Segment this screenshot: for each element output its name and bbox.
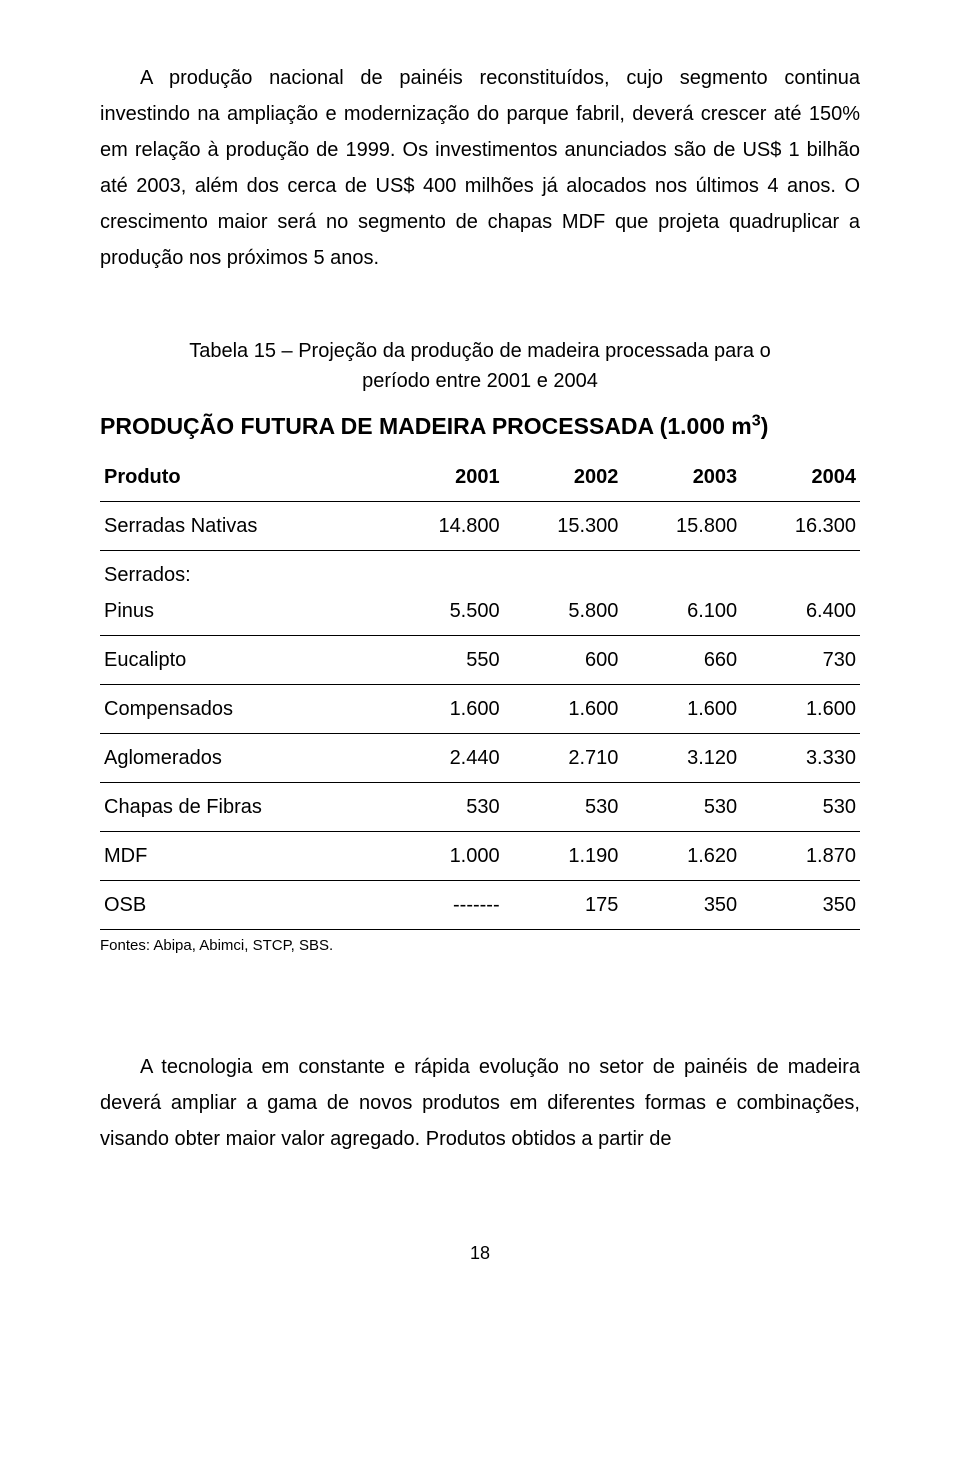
caption-line-2: período entre 2001 e 2004 bbox=[362, 370, 598, 392]
table-cell-label: Serradas Nativas bbox=[100, 502, 385, 551]
table-cell-label: Serrados: bbox=[100, 551, 385, 594]
table-cell: 14.800 bbox=[385, 502, 504, 551]
table-row: Aglomerados2.4402.7103.1203.330 bbox=[100, 734, 860, 783]
table-cell-label: Pinus bbox=[100, 593, 385, 636]
table-cell: 350 bbox=[622, 881, 741, 930]
table-cell-label: Eucalipto bbox=[100, 636, 385, 685]
table-cell-label: Compensados bbox=[100, 685, 385, 734]
table-caption: Tabela 15 – Projeção da produção de made… bbox=[100, 336, 860, 396]
paragraph-1: A produção nacional de painéis reconstit… bbox=[100, 60, 860, 276]
table-cell bbox=[504, 551, 623, 594]
table-cell: 530 bbox=[741, 783, 860, 832]
table-title-unit: (1.000 m bbox=[653, 413, 751, 439]
paragraph-2: A tecnologia em constante e rápida evolu… bbox=[100, 1049, 860, 1157]
table-cell: 175 bbox=[504, 881, 623, 930]
production-table: Produto 2001 2002 2003 2004 Serradas Nat… bbox=[100, 453, 860, 930]
table-title: PRODUÇÃO FUTURA DE MADEIRA PROCESSADA (1… bbox=[100, 406, 860, 447]
table-cell: 6.100 bbox=[622, 593, 741, 636]
table-cell: 3.330 bbox=[741, 734, 860, 783]
table-cell: 15.300 bbox=[504, 502, 623, 551]
table-cell-label: Chapas de Fibras bbox=[100, 783, 385, 832]
table-cell: 5.500 bbox=[385, 593, 504, 636]
table-cell: 16.300 bbox=[741, 502, 860, 551]
table-cell: 1.190 bbox=[504, 832, 623, 881]
table-cell: 530 bbox=[504, 783, 623, 832]
table-cell: 2.440 bbox=[385, 734, 504, 783]
table-cell: 2.710 bbox=[504, 734, 623, 783]
table-cell: 5.800 bbox=[504, 593, 623, 636]
table-row: Eucalipto550600660730 bbox=[100, 636, 860, 685]
table-row: Serrados: bbox=[100, 551, 860, 594]
table-cell: 15.800 bbox=[622, 502, 741, 551]
col-2002: 2002 bbox=[504, 453, 623, 502]
table-cell: 1.600 bbox=[741, 685, 860, 734]
table-title-main: PRODUÇÃO FUTURA DE MADEIRA PROCESSADA bbox=[100, 413, 653, 439]
table-cell: 550 bbox=[385, 636, 504, 685]
table-title-sup: 3 bbox=[752, 411, 761, 429]
col-2001: 2001 bbox=[385, 453, 504, 502]
table-cell: 1.620 bbox=[622, 832, 741, 881]
table-cell: ------- bbox=[385, 881, 504, 930]
table-cell: 1.600 bbox=[622, 685, 741, 734]
page-number: 18 bbox=[100, 1237, 860, 1269]
col-2004: 2004 bbox=[741, 453, 860, 502]
table-cell bbox=[741, 551, 860, 594]
table-cell: 1.600 bbox=[504, 685, 623, 734]
table-cell: 530 bbox=[385, 783, 504, 832]
table-cell: 3.120 bbox=[622, 734, 741, 783]
table-row: OSB-------175350350 bbox=[100, 881, 860, 930]
table-row: MDF1.0001.1901.6201.870 bbox=[100, 832, 860, 881]
table-row: Compensados1.6001.6001.6001.600 bbox=[100, 685, 860, 734]
table-cell-label: MDF bbox=[100, 832, 385, 881]
table-row: Pinus5.5005.8006.1006.400 bbox=[100, 593, 860, 636]
table-cell-label: OSB bbox=[100, 881, 385, 930]
table-cell: 1.000 bbox=[385, 832, 504, 881]
table-title-close: ) bbox=[761, 413, 769, 439]
table-header-row: Produto 2001 2002 2003 2004 bbox=[100, 453, 860, 502]
table-cell: 1.600 bbox=[385, 685, 504, 734]
table-cell bbox=[622, 551, 741, 594]
table-cell: 530 bbox=[622, 783, 741, 832]
table-row: Serradas Nativas14.80015.30015.80016.300 bbox=[100, 502, 860, 551]
table-cell bbox=[385, 551, 504, 594]
table-cell: 660 bbox=[622, 636, 741, 685]
table-cell: 1.870 bbox=[741, 832, 860, 881]
caption-line-1: Tabela 15 – Projeção da produção de made… bbox=[189, 340, 771, 362]
table-cell-label: Aglomerados bbox=[100, 734, 385, 783]
col-produto: Produto bbox=[100, 453, 385, 502]
table-row: Chapas de Fibras530530530530 bbox=[100, 783, 860, 832]
table-cell: 730 bbox=[741, 636, 860, 685]
table-sources: Fontes: Abipa, Abimci, STCP, SBS. bbox=[100, 932, 860, 959]
col-2003: 2003 bbox=[622, 453, 741, 502]
table-cell: 350 bbox=[741, 881, 860, 930]
table-cell: 6.400 bbox=[741, 593, 860, 636]
table-cell: 600 bbox=[504, 636, 623, 685]
